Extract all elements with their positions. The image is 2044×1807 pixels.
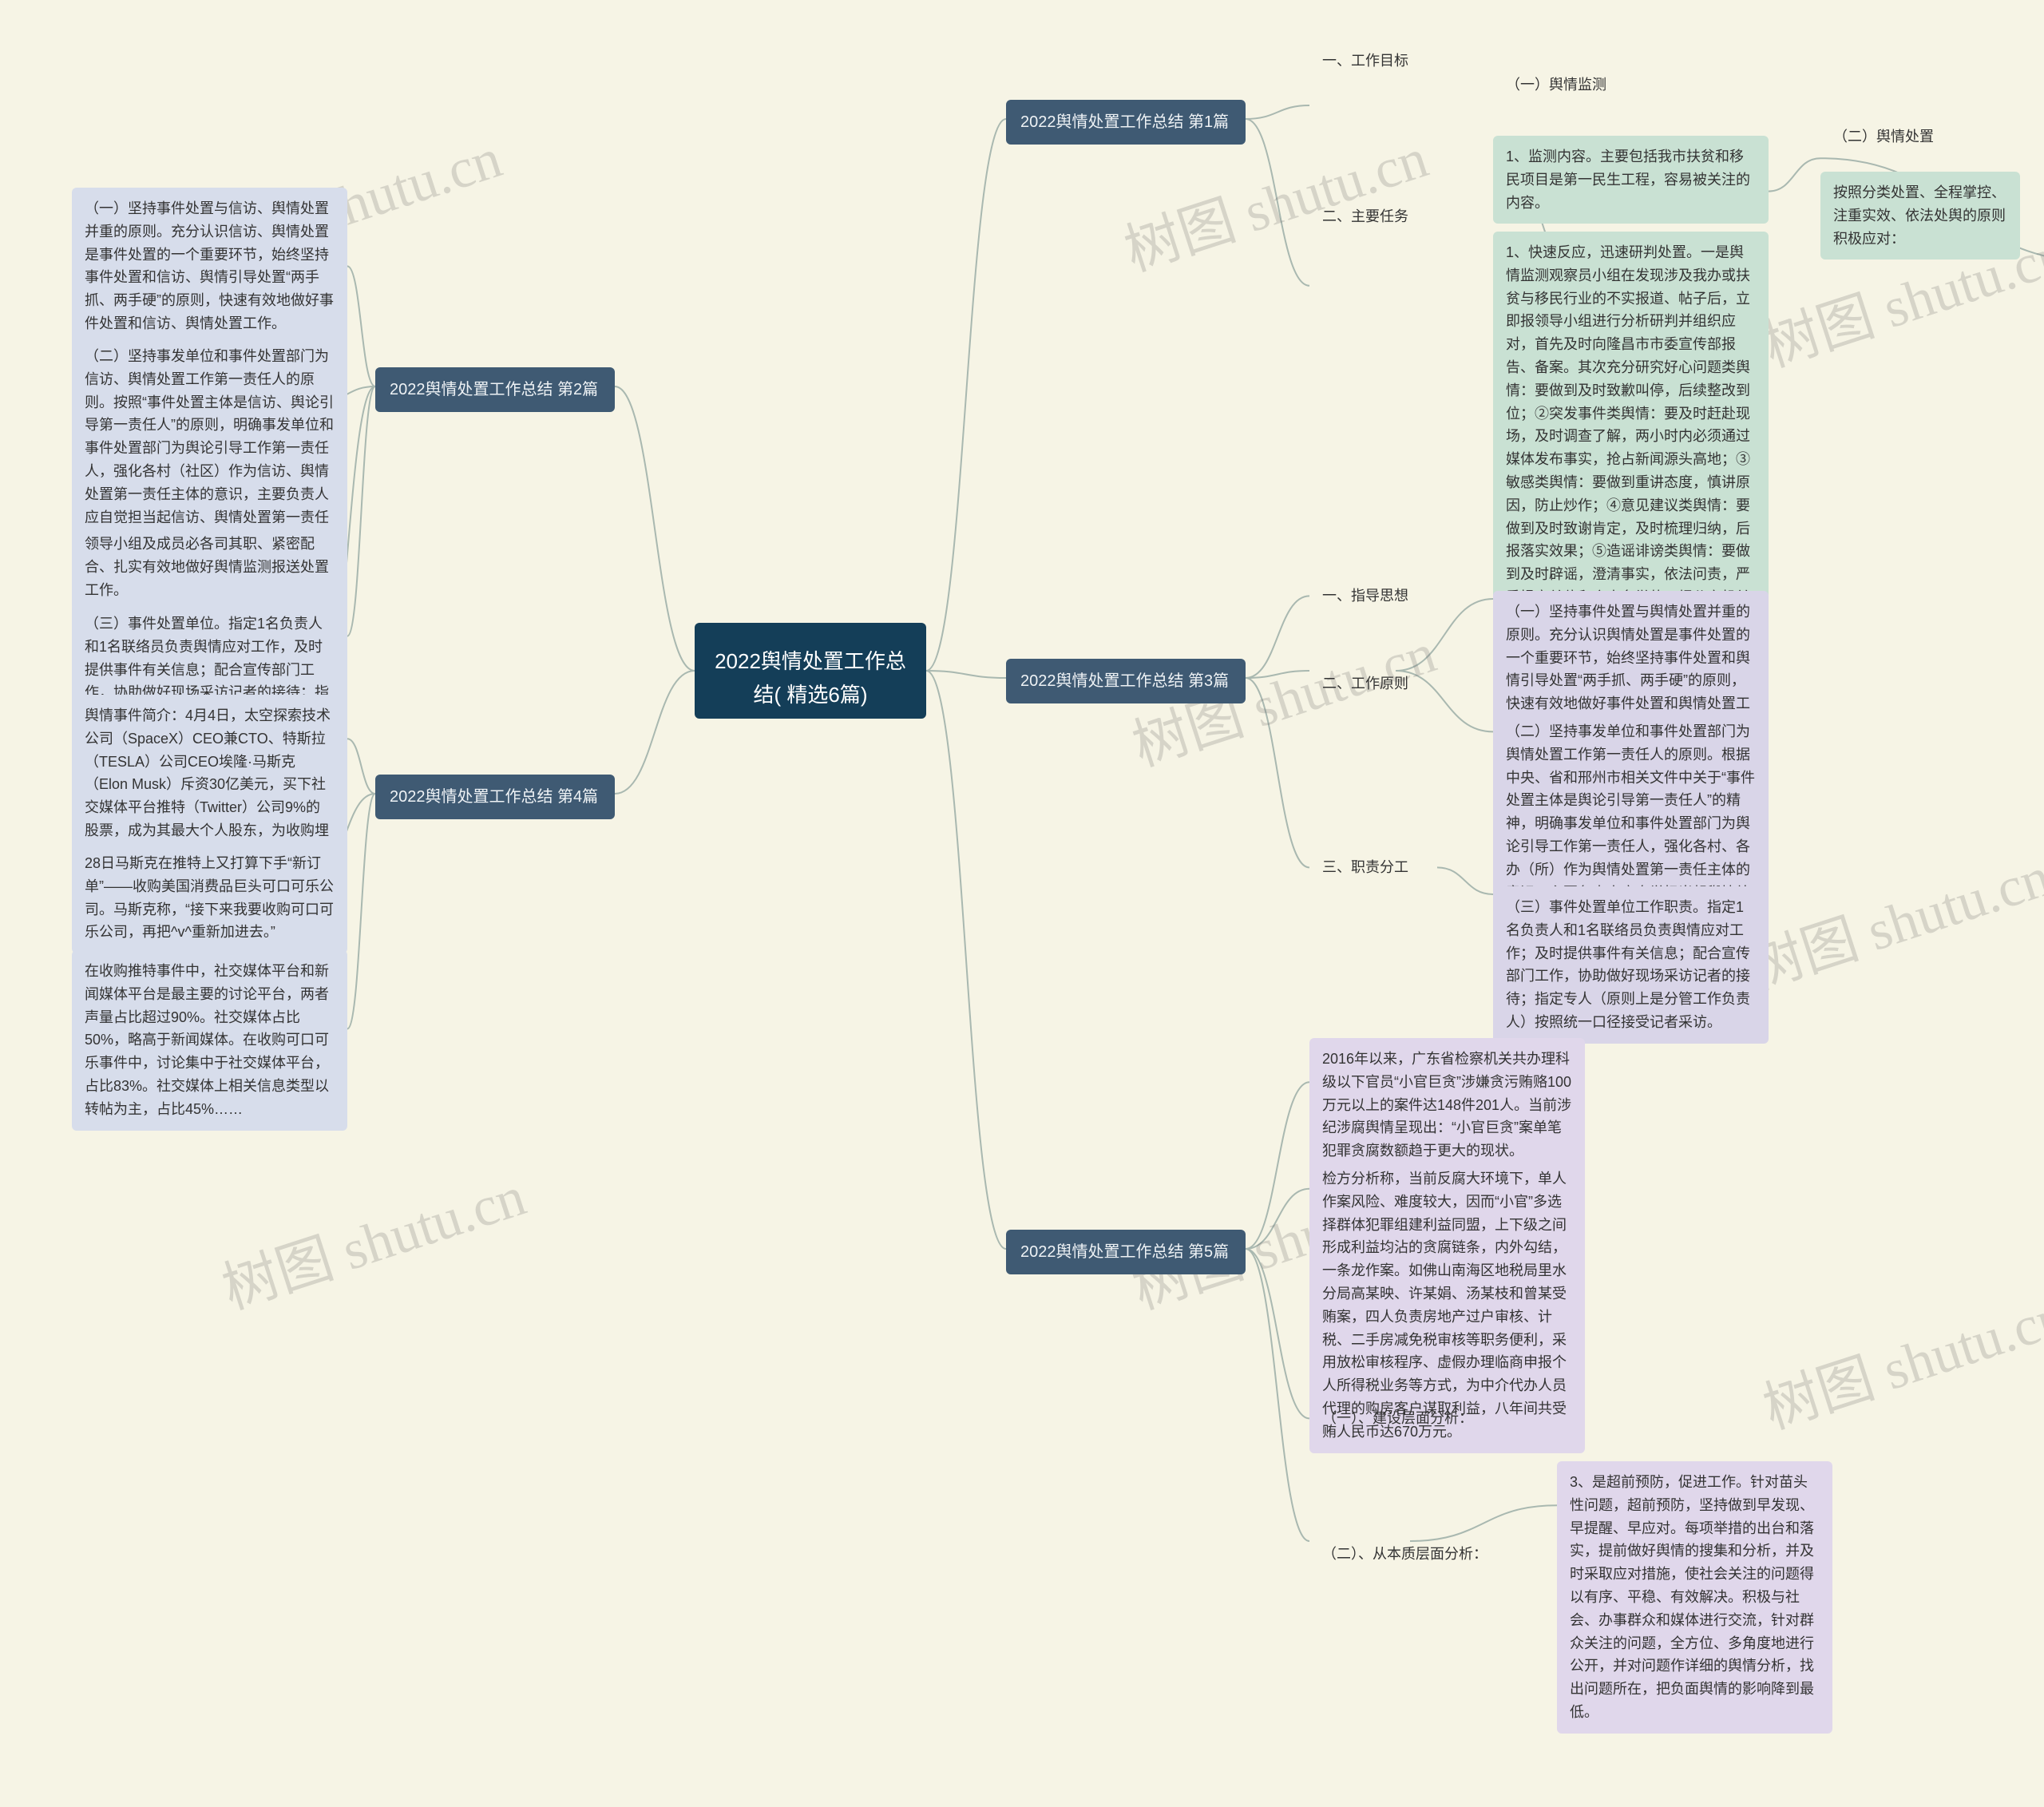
leaf-r5: （二）舆情处置	[1820, 116, 1964, 158]
leaf-text: 在收购推特事件中，社交媒体平台和新闻媒体平台是最主要的讨论平台，两者声量占比超过…	[85, 963, 329, 1117]
leaf-r17: （二）、从本质层面分析：	[1309, 1533, 1501, 1575]
topic-4[interactable]: 2022舆情处置工作总结 第4篇	[375, 775, 615, 819]
leaf-text: （二）、从本质层面分析：	[1322, 1546, 1487, 1562]
leaf-text: 1、监测内容。主要包括我市扶贫和移民项目是第一民生工程，容易被关注的内容。	[1506, 149, 1750, 211]
leaf-l1: （一）坚持事件处置与信访、舆情处置并重的原则。充分认识信访、舆情处置是事件处置的…	[72, 188, 347, 345]
topic-1[interactable]: 2022舆情处置工作总结 第1篇	[1006, 100, 1246, 145]
leaf-l6: 28日马斯克在推特上又打算下手“新订单”——收购美国消费品巨头可口可乐公司。马斯…	[72, 842, 347, 953]
leaf-r16: （一）、建设层面分析：	[1309, 1397, 1501, 1440]
leaf-text: 舆情事件简介：4月4日，太空探索技术公司（SpaceX）CEO兼CTO、特斯拉（…	[85, 707, 331, 862]
leaf-r1: 一、工作目标	[1309, 40, 1437, 82]
root-node: 2022舆情处置工作总结( 精选6篇)	[695, 623, 926, 719]
leaf-text: 28日马斯克在推特上又打算下手“新订单”——收购美国消费品巨头可口可乐公司。马斯…	[85, 855, 334, 940]
leaf-text: 三、职责分工	[1322, 859, 1408, 875]
leaf-text: 按照分类处置、全程掌控、注重实效、依法处舆的原则积极应对：	[1833, 184, 2006, 247]
leaf-text: （二）坚持事发单位和事件处置部门为信访、舆情处置工作第一责任人的原则。按照“事件…	[85, 348, 334, 548]
topic-3[interactable]: 2022舆情处置工作总结 第3篇	[1006, 659, 1246, 703]
leaf-r2: 二、主要任务	[1309, 196, 1437, 238]
topic-label: 2022舆情处置工作总结 第2篇	[390, 381, 598, 398]
leaf-l3: 领导小组及成员必各司其职、紧密配合、扎实有效地做好舆情监测报送处置工作。	[72, 523, 347, 611]
topic-label: 2022舆情处置工作总结 第5篇	[1020, 1243, 1229, 1261]
leaf-text: （三）事件处置单位工作职责。指定1名负责人和1名联络员负责舆情应对工作；及时提供…	[1506, 899, 1750, 1030]
leaf-text: （一）舆情监测	[1506, 77, 1606, 93]
leaf-r18: 3、是超前预防，促进工作。针对苗头性问题，超前预防，坚持做到早发现、早提醒、早应…	[1557, 1461, 1832, 1734]
leaf-text: （二）舆情处置	[1833, 129, 1934, 145]
leaf-text: 二、主要任务	[1322, 208, 1408, 224]
root-label: 2022舆情处置工作总结( 精选6篇)	[715, 649, 906, 707]
leaf-text: 领导小组及成员必各司其职、紧密配合、扎实有效地做好舆情监测报送处置工作。	[85, 536, 329, 598]
leaf-r4: 1、监测内容。主要包括我市扶贫和移民项目是第一民生工程，容易被关注的内容。	[1493, 136, 1769, 224]
topic-label: 2022舆情处置工作总结 第3篇	[1020, 672, 1229, 690]
topic-label: 2022舆情处置工作总结 第4篇	[390, 788, 598, 806]
leaf-text: 一、指导思想	[1322, 588, 1408, 604]
leaf-r9: 二、工作原则	[1309, 663, 1437, 705]
leaf-text: 一、工作目标	[1322, 53, 1408, 69]
leaf-r3: （一）舆情监测	[1493, 64, 1637, 106]
leaf-r6: 按照分类处置、全程掌控、注重实效、依法处舆的原则积极应对：	[1820, 172, 2020, 260]
leaf-r13: （三）事件处置单位工作职责。指定1名负责人和1名联络员负责舆情应对工作；及时提供…	[1493, 886, 1769, 1044]
leaf-text: （一）、建设层面分析：	[1322, 1410, 1473, 1426]
leaf-r14: 2016年以来，广东省检察机关共办理科级以下官员“小官巨贪”涉嫌贪污贿赂100万…	[1309, 1038, 1585, 1172]
leaf-text: （一）坚持事件处置与信访、舆情处置并重的原则。充分认识信访、舆情处置是事件处置的…	[85, 200, 334, 331]
topic-label: 2022舆情处置工作总结 第1篇	[1020, 113, 1229, 131]
leaf-r8: 一、指导思想	[1309, 575, 1437, 617]
leaf-text: 二、工作原则	[1322, 676, 1408, 691]
topic-2[interactable]: 2022舆情处置工作总结 第2篇	[375, 367, 615, 412]
leaf-r10: 三、职责分工	[1309, 846, 1437, 889]
leaf-text: 2016年以来，广东省检察机关共办理科级以下官员“小官巨贪”涉嫌贪污贿赂100万…	[1322, 1051, 1571, 1159]
topic-5[interactable]: 2022舆情处置工作总结 第5篇	[1006, 1230, 1246, 1274]
leaf-l7: 在收购推特事件中，社交媒体平台和新闻媒体平台是最主要的讨论平台，两者声量占比超过…	[72, 950, 347, 1131]
leaf-text: 3、是超前预防，促进工作。针对苗头性问题，超前预防，坚持做到早发现、早提醒、早应…	[1570, 1474, 1814, 1720]
